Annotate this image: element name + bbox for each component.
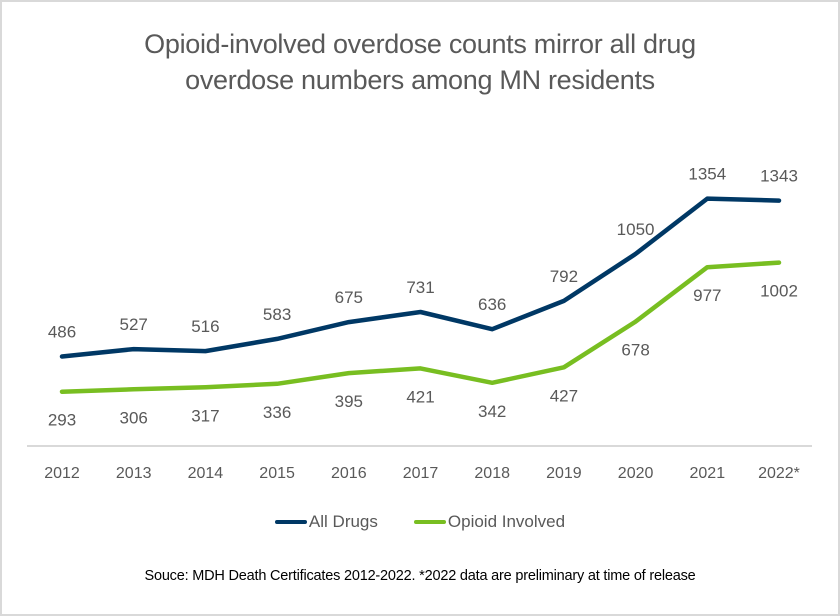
data-label-opioid-involved: 421 xyxy=(406,387,434,406)
x-tick-label: 2012 xyxy=(44,465,80,482)
x-tick-label: 2014 xyxy=(188,465,224,482)
data-label-all-drugs: 486 xyxy=(48,323,76,342)
data-label-opioid-involved: 306 xyxy=(120,408,148,427)
x-tick-label: 2020 xyxy=(618,465,654,482)
x-tick-label: 2022* xyxy=(758,465,800,482)
x-tick-label: 2015 xyxy=(259,465,295,482)
data-label-opioid-involved: 336 xyxy=(263,403,291,422)
legend-swatch-opioid-involved xyxy=(413,520,446,524)
x-tick-label: 2021 xyxy=(690,465,726,482)
series-line-all-drugs xyxy=(59,196,782,359)
data-label-all-drugs: 1354 xyxy=(688,165,726,184)
legend-swatch-all-drugs xyxy=(274,520,307,524)
data-label-all-drugs: 636 xyxy=(478,295,506,314)
x-tick-label: 2017 xyxy=(403,465,439,482)
data-label-opioid-involved: 427 xyxy=(550,386,578,405)
x-tick-labels: 2012 2013 2014 2015 2016 2017 2018 2019 2020 2021… xyxy=(44,465,800,482)
chart-title-line-1: Opioid-involved overdose counts mirror a… xyxy=(144,29,696,59)
data-label-opioid-involved: 678 xyxy=(621,341,649,360)
data-label-all-drugs: 675 xyxy=(335,288,363,307)
data-label-all-drugs: 583 xyxy=(263,305,291,324)
series-line-opioid-involved xyxy=(59,260,782,394)
legend-label-all-drugs: All Drugs xyxy=(308,512,378,531)
legend-label-opioid-involved: Opioid Involved xyxy=(447,512,566,531)
legend-item-all-drugs: All Drugs xyxy=(274,512,378,532)
data-label-all-drugs: 1050 xyxy=(617,220,655,239)
x-tick-label: 2018 xyxy=(474,465,510,482)
data-label-opioid-involved: 1002 xyxy=(760,282,798,301)
source-note: Souce: MDH Death Certificates 2012-2022.… xyxy=(144,568,696,584)
legend-item-opioid-involved: Opioid Involved xyxy=(413,512,566,532)
data-label-opioid-involved: 317 xyxy=(191,406,219,425)
legend: All Drugs Opioid Involved xyxy=(0,512,840,532)
data-label-all-drugs: 731 xyxy=(406,278,434,297)
x-tick-label: 2013 xyxy=(116,465,152,482)
data-label-all-drugs: 1343 xyxy=(760,167,798,186)
data-label-opioid-involved: 395 xyxy=(335,392,363,411)
series-lines xyxy=(59,196,782,394)
x-tick-label: 2019 xyxy=(546,465,582,482)
x-tick-label: 2016 xyxy=(331,465,367,482)
data-labels: 486 527 516 583 675 731 636 792 1050 1354 1343 293 3… xyxy=(48,165,798,430)
data-label-opioid-involved: 342 xyxy=(478,402,506,421)
chart-title-line-2: overdose numbers among MN residents xyxy=(185,65,655,95)
data-label-opioid-involved: 977 xyxy=(693,286,721,305)
data-label-all-drugs: 792 xyxy=(550,267,578,286)
data-label-all-drugs: 516 xyxy=(191,317,219,336)
data-label-opioid-involved: 293 xyxy=(48,411,76,430)
chart-title: Opioid-involved overdose counts mirror a… xyxy=(0,26,840,98)
data-label-all-drugs: 527 xyxy=(120,315,148,334)
